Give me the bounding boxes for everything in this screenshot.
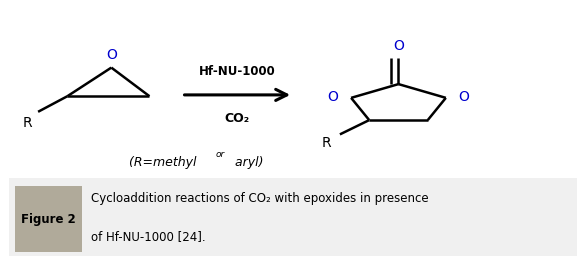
Text: R: R bbox=[23, 116, 32, 130]
Text: of Hf-NU-1000 [24].: of Hf-NU-1000 [24]. bbox=[91, 230, 206, 243]
Text: O: O bbox=[328, 89, 338, 103]
Text: R: R bbox=[322, 136, 331, 150]
Text: CO₂: CO₂ bbox=[225, 112, 250, 125]
FancyBboxPatch shape bbox=[9, 178, 577, 256]
Text: (R=methyl: (R=methyl bbox=[129, 156, 200, 169]
Text: Hf-NU-1000: Hf-NU-1000 bbox=[199, 65, 275, 78]
Text: O: O bbox=[393, 40, 404, 54]
Text: aryl): aryl) bbox=[231, 156, 264, 169]
Text: or: or bbox=[216, 150, 225, 159]
Text: O: O bbox=[106, 48, 117, 62]
FancyBboxPatch shape bbox=[15, 186, 82, 252]
Text: O: O bbox=[459, 89, 469, 103]
Text: Cycloaddition reactions of CO₂ with epoxides in presence: Cycloaddition reactions of CO₂ with epox… bbox=[91, 192, 428, 205]
Text: Figure 2: Figure 2 bbox=[21, 213, 76, 226]
